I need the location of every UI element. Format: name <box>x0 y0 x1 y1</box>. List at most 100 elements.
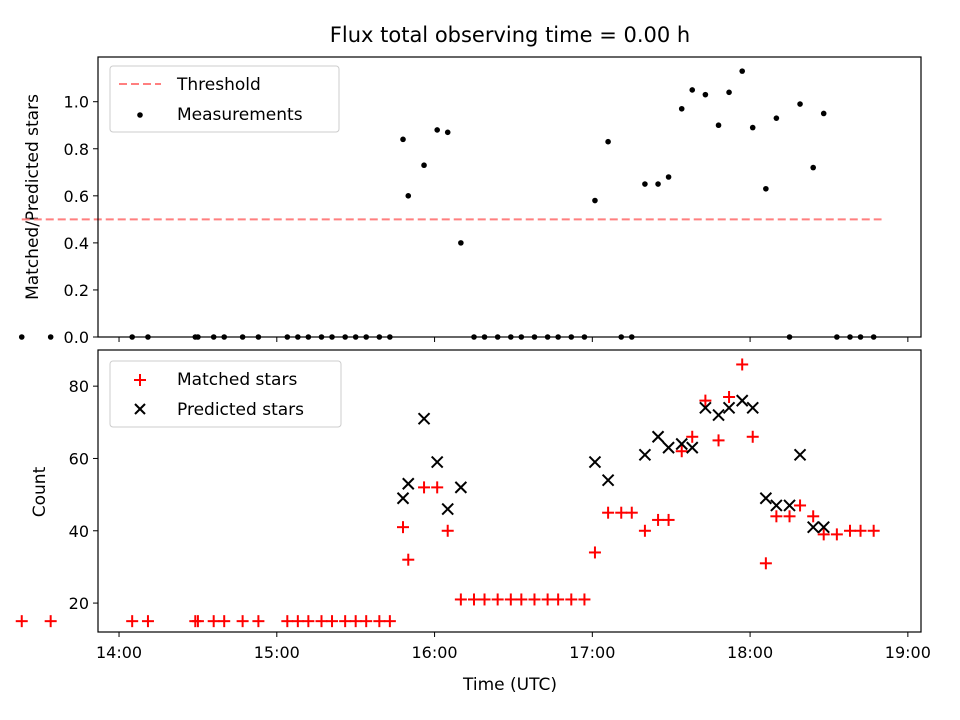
predicted-star-points <box>396 394 830 534</box>
predicted-star-stroke <box>588 455 602 469</box>
legend-matched-label: Matched stars <box>177 370 297 390</box>
matched-star-point <box>141 615 154 628</box>
bottom-y-ticks: 20 40 60 80 <box>69 377 98 613</box>
matched-star-point <box>454 593 467 606</box>
matched-star-point <box>126 615 139 628</box>
matched-star-point <box>794 499 807 512</box>
predicted-star-stroke <box>441 502 454 516</box>
matched-star-point <box>491 593 504 606</box>
bottom-ylabel: Count <box>30 466 50 517</box>
matched-star-point <box>867 524 880 537</box>
measurement-point <box>400 136 406 143</box>
matched-star-point <box>383 615 396 628</box>
matched-star-point <box>723 391 736 403</box>
matched-star-point <box>191 615 204 628</box>
top-legend-box <box>109 65 340 133</box>
top-axes-frame <box>97 56 922 338</box>
predicted-star-stroke <box>430 455 444 469</box>
top-panel: Matched/Predicted stars 0.0 0.2 0.4 0.6 0.8 1… <box>18 56 922 347</box>
predicted-star-stroke <box>651 430 665 443</box>
matched-star-point <box>281 615 294 628</box>
matched-star-point <box>588 546 601 559</box>
measurement-point <box>715 122 722 129</box>
matched-star-point <box>478 593 491 606</box>
predicted-star-point <box>402 477 415 490</box>
matched-star-point <box>783 510 796 523</box>
legend-predicted-swatch <box>134 403 146 415</box>
matched-star-point <box>441 524 454 537</box>
predicted-star-point <box>417 412 431 425</box>
predicted-star-stroke <box>806 520 820 534</box>
matched-star-point <box>759 557 772 570</box>
matched-star-point <box>528 593 541 606</box>
matched-star-point <box>291 615 304 628</box>
predicted-star-stroke <box>793 448 807 462</box>
predicted-star-point <box>722 401 736 415</box>
top-ytick-label: 0.6 <box>64 187 89 206</box>
measurement-point <box>702 91 709 98</box>
measurement-point <box>47 334 54 340</box>
predicted-star-point <box>454 481 468 494</box>
predicted-star-stroke <box>675 437 688 451</box>
matched-star-point <box>746 430 759 443</box>
bottom-ytick-label: 40 <box>69 522 89 541</box>
measurement-point <box>810 164 816 171</box>
predicted-star-point <box>759 492 773 505</box>
predicted-star-point <box>396 492 410 505</box>
matched-star-point <box>638 524 651 537</box>
measurement-point <box>605 138 611 145</box>
matched-star-point <box>541 593 554 606</box>
predicted-star-stroke <box>712 408 725 422</box>
matched-star-point <box>830 528 843 541</box>
matched-star-point <box>578 593 591 606</box>
measurement-point <box>797 101 803 107</box>
measurement-point <box>739 68 746 74</box>
measurement-point <box>665 174 672 180</box>
measurement-point <box>642 181 648 187</box>
matched-star-point <box>686 430 699 443</box>
matched-star-points <box>15 358 880 628</box>
measurement-point <box>678 105 685 112</box>
matched-star-point <box>236 615 249 628</box>
predicted-star-point <box>675 437 688 451</box>
bottom-xtick-label: 18:00 <box>727 643 773 662</box>
bottom-xtick-label: 16:00 <box>412 643 458 662</box>
bottom-legend-box <box>109 360 342 428</box>
predicted-star-stroke <box>746 401 759 415</box>
predicted-star-stroke <box>417 412 431 425</box>
predicted-star-point <box>699 401 712 415</box>
predicted-star-stroke <box>638 448 652 462</box>
predicted-star-stroke <box>722 401 736 415</box>
matched-star-point <box>736 358 749 371</box>
legend-measurement-swatch <box>137 112 143 118</box>
matched-star-point <box>15 615 28 628</box>
matched-star-point <box>207 615 220 628</box>
bottom-ytick-label: 80 <box>69 377 89 396</box>
legend-predicted-label: Predicted stars <box>177 400 304 420</box>
matched-star-point <box>625 506 638 519</box>
bottom-legend: Matched stars Predicted stars <box>109 360 342 428</box>
bottom-xtick-label: 15:00 <box>254 643 300 662</box>
measurement-point <box>444 129 451 136</box>
top-ytick-label: 0.4 <box>64 234 89 253</box>
predicted-star-stroke <box>759 492 773 505</box>
predicted-star-stroke <box>601 473 615 487</box>
matched-star-point <box>44 615 57 628</box>
matched-star-point <box>302 615 315 628</box>
measurement-point <box>726 89 732 96</box>
matched-star-point <box>339 615 352 628</box>
matched-star-point <box>712 434 725 447</box>
top-ylabel: Matched/Predicted stars <box>23 94 43 300</box>
measurement-point <box>421 162 427 169</box>
measurement-point <box>763 185 769 192</box>
measurement-point <box>18 334 25 340</box>
bottom-xtick-label: 17:00 <box>569 643 615 662</box>
predicted-star-stroke <box>783 499 796 512</box>
predicted-star-stroke <box>735 394 749 407</box>
matched-star-point <box>349 615 362 628</box>
predicted-star-stroke <box>402 477 415 490</box>
matched-star-point <box>504 593 517 606</box>
predicted-star-point <box>686 441 699 454</box>
measurement-point <box>592 197 598 204</box>
bottom-xlabel: Time (UTC) <box>462 675 557 695</box>
